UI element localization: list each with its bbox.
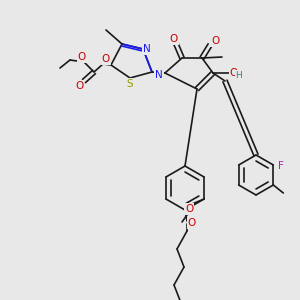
Text: O: O xyxy=(188,218,196,228)
Text: N: N xyxy=(155,70,163,80)
Text: N: N xyxy=(143,44,151,54)
Text: O: O xyxy=(102,54,110,64)
Text: S: S xyxy=(127,79,133,89)
Text: F: F xyxy=(278,161,284,171)
Text: O: O xyxy=(185,204,193,214)
Text: O: O xyxy=(78,52,86,62)
Text: O: O xyxy=(75,81,83,91)
Text: H: H xyxy=(236,70,242,80)
Text: O: O xyxy=(211,36,219,46)
Text: O: O xyxy=(170,34,178,44)
Text: O: O xyxy=(230,68,238,78)
